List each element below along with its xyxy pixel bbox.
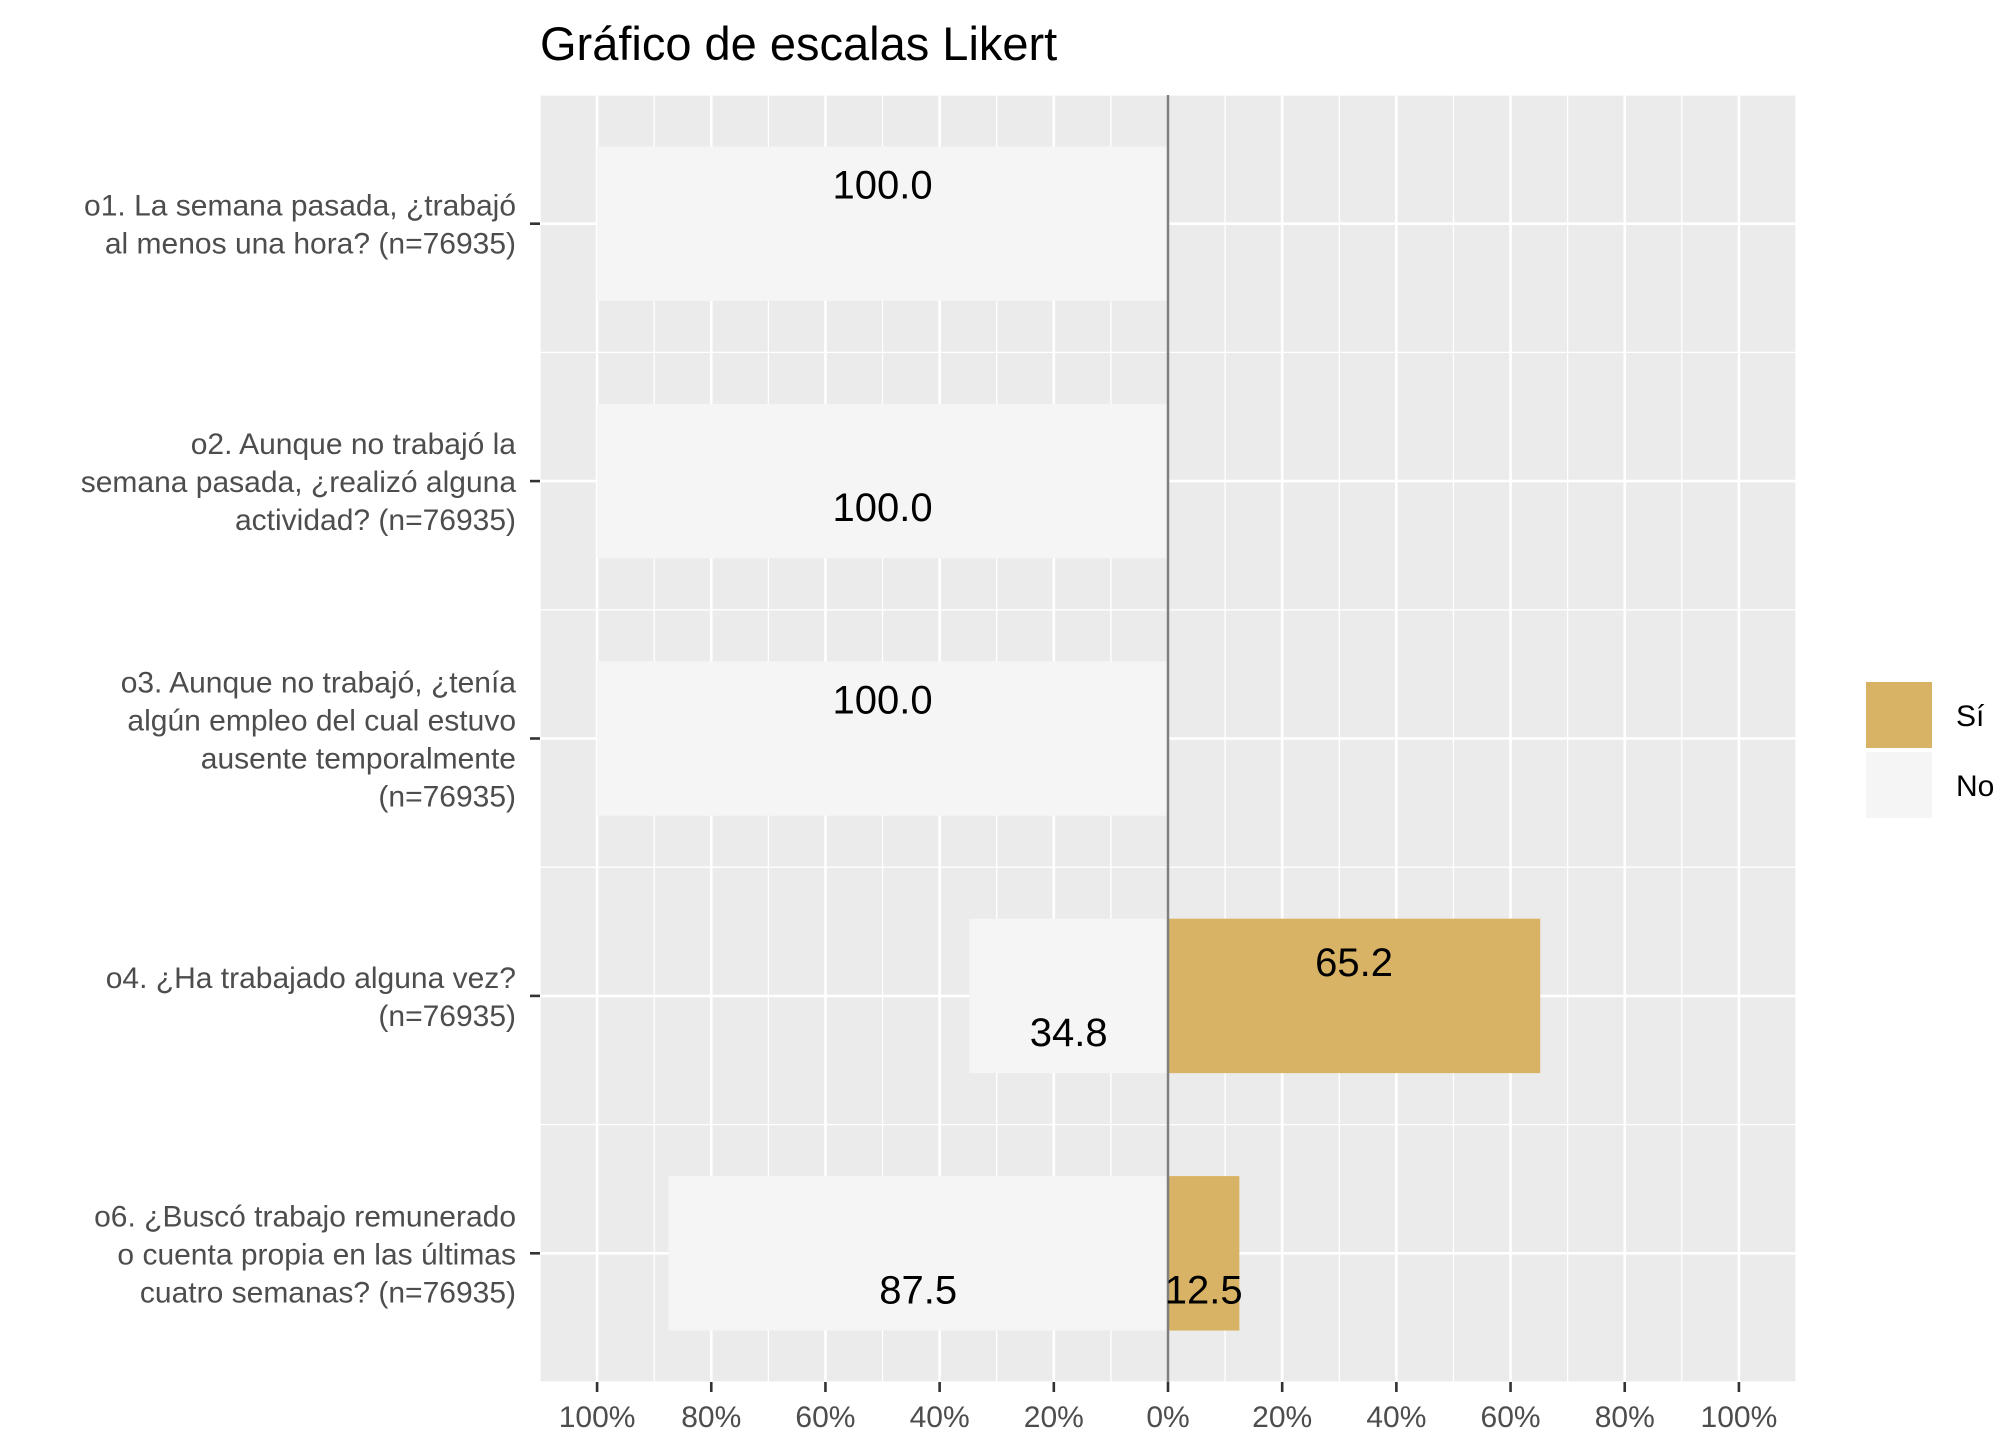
x-axis-tick-label: 100% bbox=[559, 1401, 636, 1434]
x-axis-tick-label: 60% bbox=[795, 1401, 855, 1434]
y-axis-label-line: al menos una hora? (n=76935) bbox=[105, 228, 516, 261]
y-axis-label-line: actividad? (n=76935) bbox=[235, 504, 516, 537]
y-axis-label-line: o3. Aunque no trabajó, ¿tenía bbox=[121, 667, 517, 700]
y-axis-label-line: (n=76935) bbox=[378, 1000, 516, 1033]
bar-no bbox=[969, 918, 1168, 1074]
y-axis-label-line: (n=76935) bbox=[378, 781, 516, 814]
x-axis-tick-label: 80% bbox=[1595, 1401, 1655, 1434]
x-axis-tick-label: 40% bbox=[1366, 1401, 1426, 1434]
bar-si bbox=[1168, 1176, 1240, 1331]
legend-key bbox=[1866, 682, 1932, 748]
x-axis-tick-label: 20% bbox=[1024, 1401, 1084, 1434]
x-axis-tick-label: 0% bbox=[1146, 1401, 1189, 1434]
x-axis-tick-label: 100% bbox=[1701, 1401, 1778, 1434]
y-axis-labels: o1. La semana pasada, ¿trabajó al menos u… bbox=[81, 190, 540, 1309]
legend-label: No bbox=[1956, 770, 1994, 803]
y-axis-label-line: ausente temporalmente bbox=[201, 743, 516, 776]
y-axis-label-line: o4. ¿Ha trabajado alguna vez? bbox=[106, 962, 516, 995]
value-label-no: 87.5 bbox=[879, 1268, 957, 1312]
value-labels: 100.0 100.0 100.0 34.8 65.2 87.5 12.5 bbox=[832, 164, 1393, 1313]
value-label-si: 65.2 bbox=[1315, 941, 1393, 985]
value-label-no: 100.0 bbox=[832, 679, 932, 723]
bar-no bbox=[668, 1176, 1168, 1331]
x-axis-tick-label: 20% bbox=[1252, 1401, 1312, 1434]
legend-key bbox=[1866, 752, 1932, 818]
value-label-no: 34.8 bbox=[1030, 1011, 1108, 1055]
bar-no bbox=[597, 146, 1168, 301]
chart-title: Gráfico de escalas Likert bbox=[540, 17, 1057, 70]
y-axis-label-line: o1. La semana pasada, ¿trabajó bbox=[84, 190, 516, 223]
value-label-si: 12.5 bbox=[1165, 1268, 1243, 1312]
y-axis-label-line: algún empleo del cual estuvo bbox=[127, 705, 516, 738]
y-axis-label-line: semana pasada, ¿realizó alguna bbox=[81, 466, 517, 499]
y-axis-label-line: o2. Aunque no trabajó la bbox=[191, 428, 517, 461]
x-axis-tick-label: 60% bbox=[1481, 1401, 1541, 1434]
x-axis-ticks: 100% 80% 60% 40% 20% 0% 20% 40% 60% 80% 100% bbox=[559, 1382, 1778, 1434]
y-axis-label-line: o cuenta propia en las últimas bbox=[117, 1238, 516, 1271]
x-axis-tick-label: 40% bbox=[910, 1401, 970, 1434]
legend-label: Sí bbox=[1956, 700, 1985, 733]
x-axis-tick-label: 80% bbox=[681, 1401, 741, 1434]
bar-no bbox=[597, 403, 1168, 559]
bar-no bbox=[597, 661, 1168, 816]
y-axis-label-line: cuatro semanas? (n=76935) bbox=[140, 1276, 516, 1309]
bar-si bbox=[1168, 918, 1541, 1074]
legend: Sí No bbox=[1866, 682, 1994, 818]
value-label-no: 100.0 bbox=[832, 164, 932, 208]
y-axis-label-line: o6. ¿Buscó trabajo remunerado bbox=[94, 1200, 516, 1233]
bars bbox=[597, 146, 1541, 1331]
value-label-no: 100.0 bbox=[832, 486, 932, 530]
